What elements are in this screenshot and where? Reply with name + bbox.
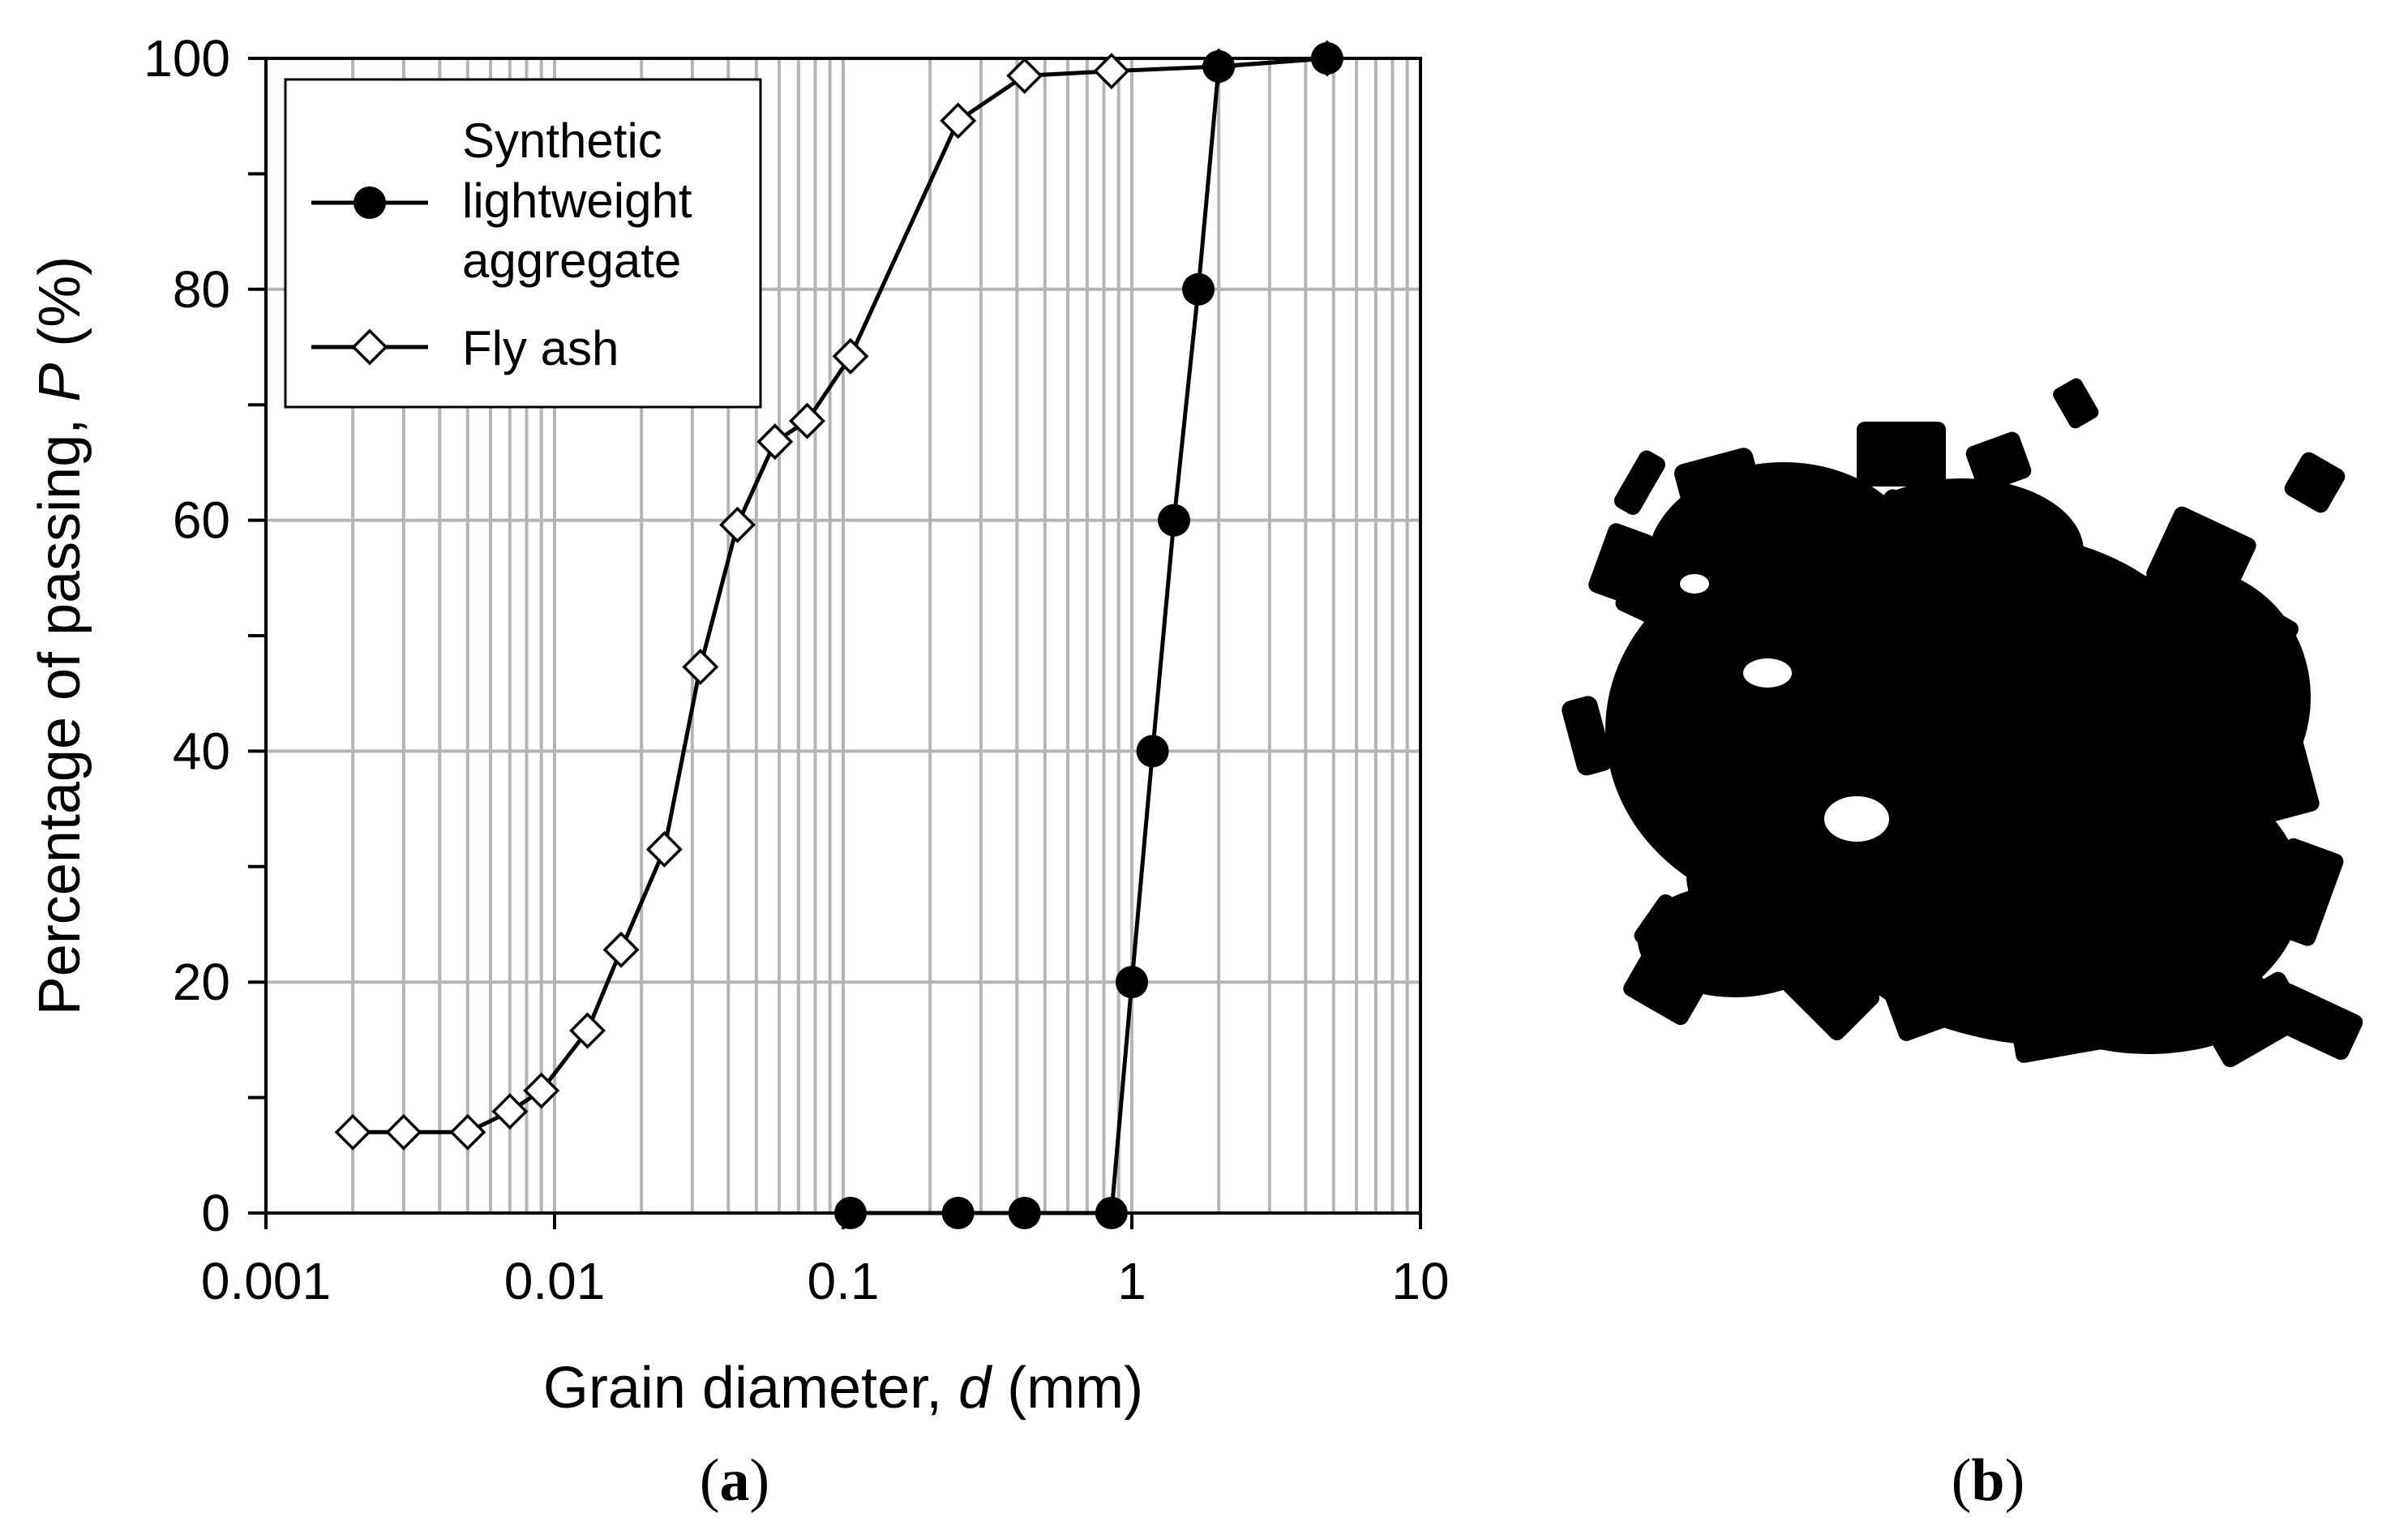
y-tick-label: 40 [173, 722, 230, 780]
data-point-flyash [569, 1012, 606, 1049]
y-tick-label: 0 [201, 1184, 230, 1242]
data-point-flyash [756, 423, 794, 461]
y-tick-label: 60 [173, 491, 230, 550]
data-point-synthetic [1182, 272, 1215, 306]
data-point-synthetic [1202, 49, 1236, 83]
x-axis-title: Grain diameter, d (mm) [543, 1356, 1143, 1421]
data-point-flyash [602, 931, 640, 968]
data-point-synthetic [941, 1197, 975, 1229]
data-point-flyash [385, 1113, 422, 1151]
data-point-flyash [491, 1093, 529, 1130]
data-point-synthetic [1095, 1197, 1128, 1229]
y-tick-label: 20 [173, 953, 230, 1011]
data-point-flyash [449, 1113, 486, 1151]
x-tick-label: 0.1 [808, 1252, 880, 1310]
series-markers [334, 40, 1346, 1229]
data-point-flyash [832, 337, 869, 375]
data-point-flyash [940, 102, 977, 139]
panel-label-b: (b) [1952, 1447, 2025, 1514]
legend-marker-synthetic [353, 186, 386, 219]
legend-label-synthetic-line1: Synthetic [462, 114, 662, 168]
y-tick-labels: 0 20 40 60 80 100 [144, 29, 230, 1242]
x-tick-label: 0.01 [504, 1252, 606, 1310]
y-tick-label: 100 [144, 29, 230, 88]
legend-label-synthetic-line2: lightweight [462, 174, 692, 228]
x-tick-label: 10 [1391, 1252, 1449, 1310]
x-tick-labels: 0.001 0.01 0.1 1 10 [201, 1252, 1450, 1310]
legend-label-flyash: Fly ash [462, 321, 619, 375]
data-point-flyash [719, 506, 756, 543]
data-point-synthetic [1136, 735, 1169, 768]
x-tick-label: 0.001 [201, 1252, 331, 1310]
legend-label-synthetic-line3: aggregate [462, 234, 681, 288]
data-point-flyash [334, 1113, 371, 1151]
data-point-synthetic [1116, 966, 1148, 999]
data-point-flyash [682, 648, 719, 685]
legend: Synthetic lightweight aggregate Fly ash [284, 78, 762, 409]
series-line-synthetic [851, 56, 1328, 1215]
data-point-flyash [523, 1072, 560, 1109]
y-tick-label: 80 [173, 260, 230, 319]
data-point-flyash [1006, 57, 1043, 94]
data-point-synthetic [1310, 42, 1343, 75]
data-point-synthetic [1158, 504, 1191, 537]
data-point-flyash [645, 830, 683, 868]
data-point-synthetic [1008, 1197, 1041, 1229]
data-point-synthetic [834, 1197, 868, 1229]
data-point-flyash [789, 402, 825, 439]
grain-size-chart: 0.001 0.01 0.1 1 10 0 20 40 60 80 100 Synthetic l… [28, 29, 1450, 1514]
legend-marker-flyash [351, 328, 388, 366]
x-tick-label: 1 [1117, 1252, 1146, 1310]
y-axis-title: Percentage of passing, P (%) [28, 256, 92, 1016]
panel-label-a: (a) [700, 1447, 769, 1514]
aggregate-particle-silhouette-icon [1562, 378, 2363, 1068]
data-point-flyash [1093, 53, 1130, 90]
